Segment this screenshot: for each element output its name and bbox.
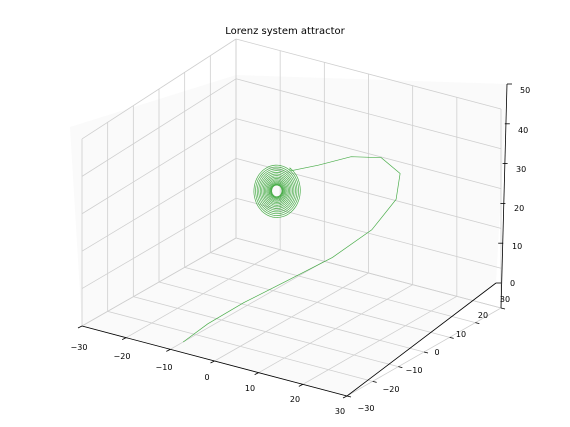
floor-grid-line [107,310,373,382]
y-tick-label: 10 [456,330,466,339]
z-tick-label: 50 [520,86,530,95]
z-tick-label: 20 [514,204,524,213]
y-tick [398,366,403,369]
left-grid-line [81,158,237,252]
floor-grid-line [210,252,476,324]
y-tick-label: −20 [383,385,400,394]
x-tick [298,383,304,387]
y-tick-label: −10 [406,366,423,375]
y-axis-line [346,282,497,397]
x-tick-label: −20 [114,352,131,361]
x-tick-label: −30 [71,343,88,352]
left-grid-line [81,237,237,327]
back-grid-line [235,78,502,150]
pane-back [236,75,507,283]
x-tick [342,395,348,399]
x-tick-label: −10 [156,363,173,372]
lorenz-trajectory-line [182,156,401,343]
floor-grid-line [184,266,450,338]
pane-floor [82,238,496,396]
z-tick-label: 0 [510,279,515,288]
pane-left [70,75,236,326]
floor-grid-line [158,281,425,353]
chart-title: Lorenz system attractor [225,26,345,37]
y-tick-label: 0 [434,348,439,357]
y-tick-label: −30 [358,404,375,413]
floor-grid-line [133,296,399,368]
x-tick [210,360,215,364]
y-tick [346,395,352,398]
back-grid-line [235,38,502,110]
x-tick-label: 10 [245,384,255,393]
left-grid-line [81,78,237,177]
y-tick [423,351,429,354]
y-tick-label: 30 [500,295,510,304]
back-grid-line [235,158,502,229]
left-grid-line [81,38,237,140]
x-tick [166,348,171,352]
x-tick-label: 20 [290,395,300,404]
trajectory-layer [182,156,401,343]
left-grid-line [81,118,237,215]
x-tick [121,337,127,341]
left-grid-line [81,197,237,289]
y-tick [500,307,506,310]
x-tick [77,325,83,329]
back-grid-line [235,237,502,309]
z-axis-line [500,83,508,309]
z-tick-label: 10 [512,242,522,251]
z-tick-label: 40 [518,126,528,135]
y-tick-label: 20 [478,311,488,320]
y-tick [372,380,377,383]
axis-ticks [77,83,512,399]
x-tick-label: 30 [335,407,345,416]
x-tick-label: 0 [204,373,209,382]
z-tick-label: 30 [516,165,526,174]
y-tick [475,322,480,325]
y-tick [449,336,454,339]
back-grid-line [235,118,502,189]
x-tick [254,372,259,376]
